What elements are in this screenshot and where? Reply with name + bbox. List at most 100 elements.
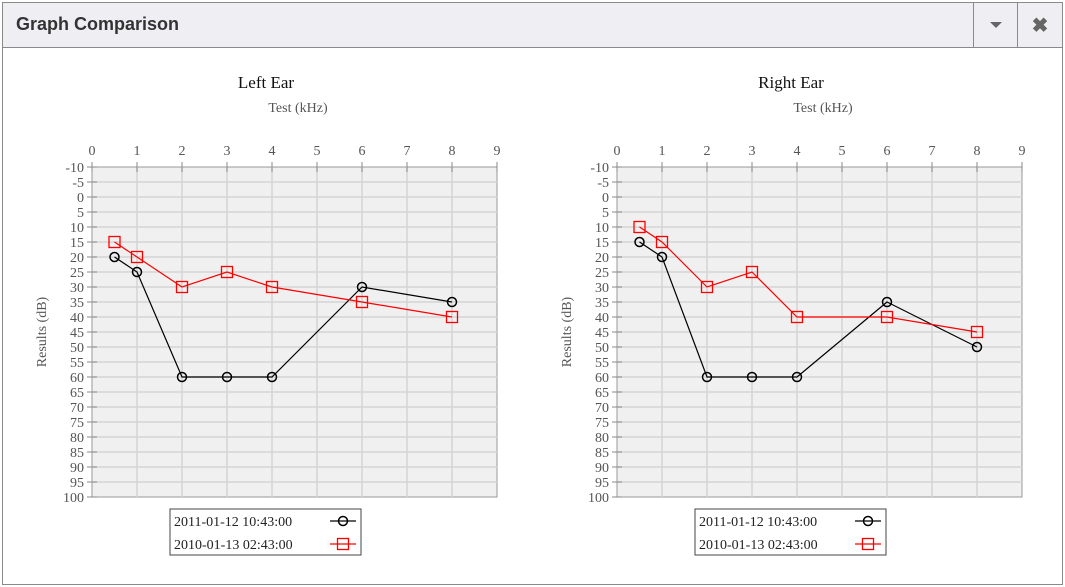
y-tick-label: 60 xyxy=(70,371,84,386)
y-tick-label: 15 xyxy=(595,236,609,251)
data-point-circle xyxy=(701,371,713,383)
y-tick-label: 20 xyxy=(70,251,84,266)
y-tick-label: 5 xyxy=(77,206,84,221)
y-tick-label: 85 xyxy=(70,446,84,461)
data-point-square xyxy=(745,265,759,279)
y-tick-label: 90 xyxy=(595,461,609,476)
window-title: Graph Comparison xyxy=(16,14,180,34)
data-point-square xyxy=(175,280,189,294)
y-tick-label: 55 xyxy=(595,356,609,371)
y-tick-label: 50 xyxy=(595,341,609,356)
x-axis-label: Test (kHz) xyxy=(268,101,328,116)
y-tick-label: 50 xyxy=(70,341,84,356)
x-tick-label: 2 xyxy=(704,144,711,159)
x-tick-label: 9 xyxy=(1019,144,1026,159)
y-tick-label: 35 xyxy=(595,296,609,311)
y-tick-label: 15 xyxy=(70,236,84,251)
data-point-square xyxy=(655,235,669,249)
x-tick-label: 0 xyxy=(614,144,621,159)
legend-box xyxy=(694,508,887,556)
menu-dropdown-button[interactable] xyxy=(973,3,1018,47)
legend: 2011-01-12 10:43:00 2010-01-13 02:43:00 xyxy=(169,508,362,556)
y-tick-label: 25 xyxy=(595,266,609,281)
x-tick-label: 6 xyxy=(359,144,366,159)
y-tick-label: 75 xyxy=(70,416,84,431)
y-tick-label: -5 xyxy=(597,176,609,191)
x-tick-label: 6 xyxy=(884,144,891,159)
data-point-circle xyxy=(176,371,188,383)
x-tick-label: 3 xyxy=(749,144,756,159)
data-point-square xyxy=(445,310,459,324)
y-tick-label: 25 xyxy=(70,266,84,281)
legend-label: 2011-01-12 10:43:00 xyxy=(699,515,817,530)
legend-box xyxy=(169,508,362,556)
data-point-square xyxy=(970,325,984,339)
y-tick-label: 30 xyxy=(70,281,84,296)
data-point-circle xyxy=(446,296,458,308)
y-tick-label: 85 xyxy=(595,446,609,461)
y-tick-label: 20 xyxy=(595,251,609,266)
x-tick-label: 7 xyxy=(404,144,411,159)
data-point-square xyxy=(633,220,646,234)
y-tick-label: 65 xyxy=(70,386,84,401)
legend-marker-circle xyxy=(337,515,349,527)
legend-marker-square xyxy=(336,537,350,551)
x-tick-label: 7 xyxy=(929,144,936,159)
legend-label: 2011-01-12 10:43:00 xyxy=(174,515,292,530)
data-point-circle xyxy=(109,251,120,263)
y-tick-label: 10 xyxy=(595,221,609,236)
data-point-square xyxy=(880,310,894,324)
y-tick-label: 40 xyxy=(595,311,609,326)
x-tick-label: 8 xyxy=(449,144,456,159)
x-tick-label: 0 xyxy=(89,144,96,159)
y-tick-label: 45 xyxy=(70,326,84,341)
y-tick-label: 100 xyxy=(63,491,84,506)
data-point-square xyxy=(790,310,804,324)
x-tick-label: 5 xyxy=(839,144,846,159)
chart-title: Right Ear xyxy=(758,73,824,92)
y-tick-label: 30 xyxy=(595,281,609,296)
y-axis-label: Results (dB) xyxy=(35,296,50,367)
series-line xyxy=(114,256,453,378)
data-point-square xyxy=(355,295,369,309)
x-tick-label: 1 xyxy=(659,144,666,159)
y-tick-label: 100 xyxy=(588,491,609,506)
legend: 2011-01-12 10:43:00 2010-01-13 02:43:00 xyxy=(694,508,887,556)
y-tick-label: 95 xyxy=(70,476,84,491)
data-point-square xyxy=(700,280,714,294)
series-line xyxy=(639,226,978,333)
series-line xyxy=(114,241,453,318)
close-button[interactable]: ✖ xyxy=(1017,3,1062,47)
data-point-circle xyxy=(791,371,803,383)
x-tick-label: 9 xyxy=(494,144,501,159)
y-tick-label: 5 xyxy=(602,206,609,221)
x-tick-label: 4 xyxy=(794,144,801,159)
y-tick-label: -10 xyxy=(590,161,609,176)
y-tick-label: 70 xyxy=(595,401,609,416)
y-tick-label: 10 xyxy=(70,221,84,236)
x-tick-label: 5 xyxy=(314,144,321,159)
y-tick-label: 80 xyxy=(595,431,609,446)
close-icon: ✖ xyxy=(1031,14,1049,37)
x-tick-label: 8 xyxy=(974,144,981,159)
window-header: Graph Comparison ✖ xyxy=(3,3,1062,48)
y-tick-label: 95 xyxy=(595,476,609,491)
data-point-circle xyxy=(356,281,368,293)
data-point-circle xyxy=(971,341,983,353)
y-tick-label: 45 xyxy=(595,326,609,341)
y-axis-label: Results (dB) xyxy=(560,296,575,367)
y-tick-label: 90 xyxy=(70,461,84,476)
x-tick-label: 4 xyxy=(269,144,276,159)
y-tick-label: 70 xyxy=(70,401,84,416)
data-point-circle xyxy=(131,266,143,278)
data-point-square xyxy=(130,250,144,264)
y-tick-label: 40 xyxy=(70,311,84,326)
x-tick-label: 2 xyxy=(179,144,186,159)
data-point-circle xyxy=(634,236,645,248)
y-tick-label: -10 xyxy=(65,161,84,176)
data-point-circle xyxy=(266,371,278,383)
y-tick-label: 0 xyxy=(77,191,84,206)
